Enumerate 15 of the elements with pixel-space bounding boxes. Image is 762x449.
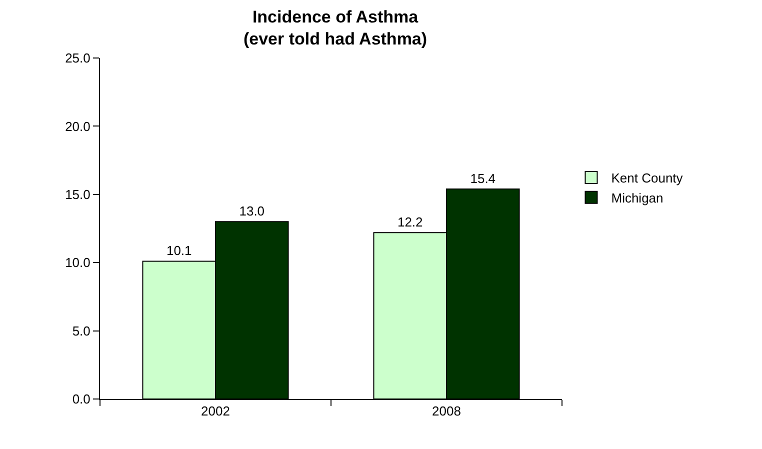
y-tick-label: 5.0 [72,323,90,338]
legend-label: Michigan [611,190,664,206]
y-tick-label: 20.0 [65,118,90,134]
y-tick-label: 10.0 [65,255,90,270]
y-tick-label: 0.0 [72,392,90,407]
data-label: 13.0 [239,204,265,219]
x-tick-label: 2002 [201,404,230,419]
data-label: 12.2 [397,214,423,230]
chart-title: Incidence of Asthma (ever told had Asthma) [243,8,428,49]
data-label: 10.1 [166,243,192,258]
x-tick-label: 2008 [432,404,461,419]
y-tick-label: 15.0 [65,186,90,202]
y-tick-label: 25.0 [65,50,90,66]
legend-label: Kent County [611,170,684,186]
data-label: 15.4 [470,170,496,186]
